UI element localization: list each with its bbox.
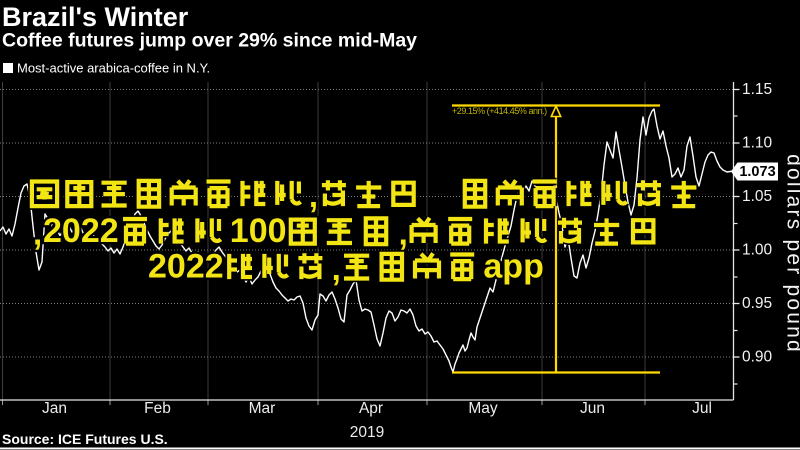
svg-text:1.10: 1.10 <box>742 135 773 152</box>
svg-text:0.90: 0.90 <box>742 349 773 366</box>
svg-text:app: app <box>483 248 543 286</box>
svg-text:1.05: 1.05 <box>742 188 772 205</box>
svg-text:1.073: 1.073 <box>739 164 775 180</box>
svg-text:100: 100 <box>230 212 287 250</box>
svg-text:Mar: Mar <box>249 400 276 417</box>
svg-text:dollars per pound: dollars per pound <box>783 154 800 354</box>
svg-text:0.95: 0.95 <box>742 295 772 312</box>
svg-text:2022: 2022 <box>43 212 119 250</box>
svg-text:Brazil's Winter: Brazil's Winter <box>2 2 189 32</box>
svg-text:,: , <box>332 250 341 287</box>
svg-text:+29.15% (+414.45% ann.): +29.15% (+414.45% ann.) <box>452 106 547 116</box>
svg-text:,: , <box>33 215 42 252</box>
svg-text:May: May <box>468 400 498 417</box>
svg-text:Feb: Feb <box>144 400 171 417</box>
svg-text:,: , <box>399 215 408 252</box>
svg-text:2019: 2019 <box>350 424 384 441</box>
svg-text:1.15: 1.15 <box>742 81 772 98</box>
svg-text:,: , <box>309 177 318 214</box>
svg-text:Jul: Jul <box>692 400 712 417</box>
svg-text:2022: 2022 <box>148 248 224 286</box>
svg-text:1.00: 1.00 <box>742 242 773 259</box>
svg-text:Coffee futures jump over 29% s: Coffee futures jump over 29% since mid-M… <box>2 30 417 52</box>
svg-text:Source: ICE Futures U.S.: Source: ICE Futures U.S. <box>2 431 168 447</box>
svg-text:Apr: Apr <box>359 400 383 417</box>
svg-text:Most-active arabica-coffee in: Most-active arabica-coffee in N.Y. <box>17 61 210 76</box>
svg-text:Jan: Jan <box>42 400 67 417</box>
svg-text:Jun: Jun <box>580 400 605 417</box>
